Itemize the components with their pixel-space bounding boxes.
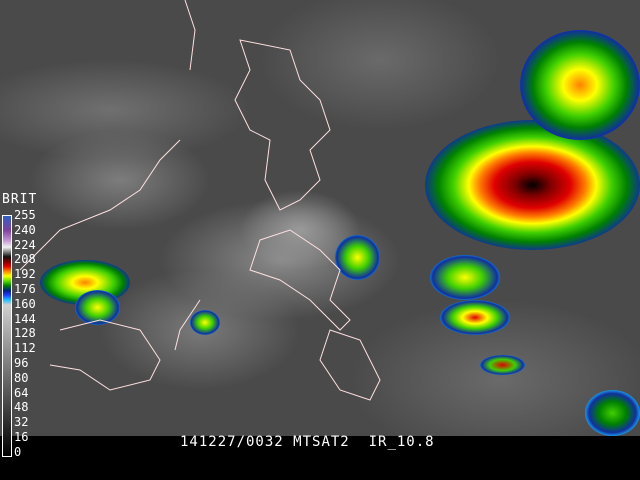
typhoon-cloud-mass [425,120,640,250]
colorbar-label: 192 [14,267,36,282]
colorbar-label: 16 [14,430,29,444]
image-caption: 141227/0032 MTSAT2 IR_10.8 [180,434,435,450]
convective-cloud [520,30,640,140]
convective-cloud [75,290,120,325]
colorbar-label: 224 [14,237,36,252]
convective-cloud [190,310,220,335]
coastline-vietnam [19,139,181,271]
colorbar-label: 160 [14,296,36,311]
caption-date-time: 141227/0032 [180,434,284,450]
coastline-borneo [49,319,161,391]
coastline-overlay [19,0,381,401]
colorbar-label: 112 [14,341,36,356]
convective-cloud [440,300,510,335]
coastline-taiwan [184,0,196,71]
coastline-mindanao [319,329,381,401]
convective-cloud [480,355,525,375]
ir-satellite-imagery [0,0,640,436]
colorbar-title: BRIT [2,192,38,207]
coastline-visayas [249,229,351,331]
colorbar-label: 48 [14,400,29,415]
colorbar-label: 64 [14,385,29,400]
convective-cloud [430,255,500,300]
coastline-luzon [234,39,331,211]
colorbar [2,215,12,457]
colorbar-label: 240 [14,222,36,237]
colorbar-label: 32 [14,415,29,430]
colorbar-label: 0 [14,444,22,459]
colorbar-label: 255 [14,208,36,222]
colorbar-label: 96 [14,356,29,370]
convective-cloud [335,235,380,280]
colorbar-label: 128 [14,326,36,341]
caption-channel: IR_10.8 [368,434,435,450]
convective-cloud [585,390,640,436]
coastline-palawan [174,299,201,351]
colorbar-label: 208 [14,252,36,267]
colorbar-label: 144 [14,311,36,326]
caption-satellite: MTSAT2 [293,434,350,450]
info-bar [0,436,640,480]
colorbar-label: 176 [14,282,36,296]
colorbar-label: 80 [14,370,29,385]
